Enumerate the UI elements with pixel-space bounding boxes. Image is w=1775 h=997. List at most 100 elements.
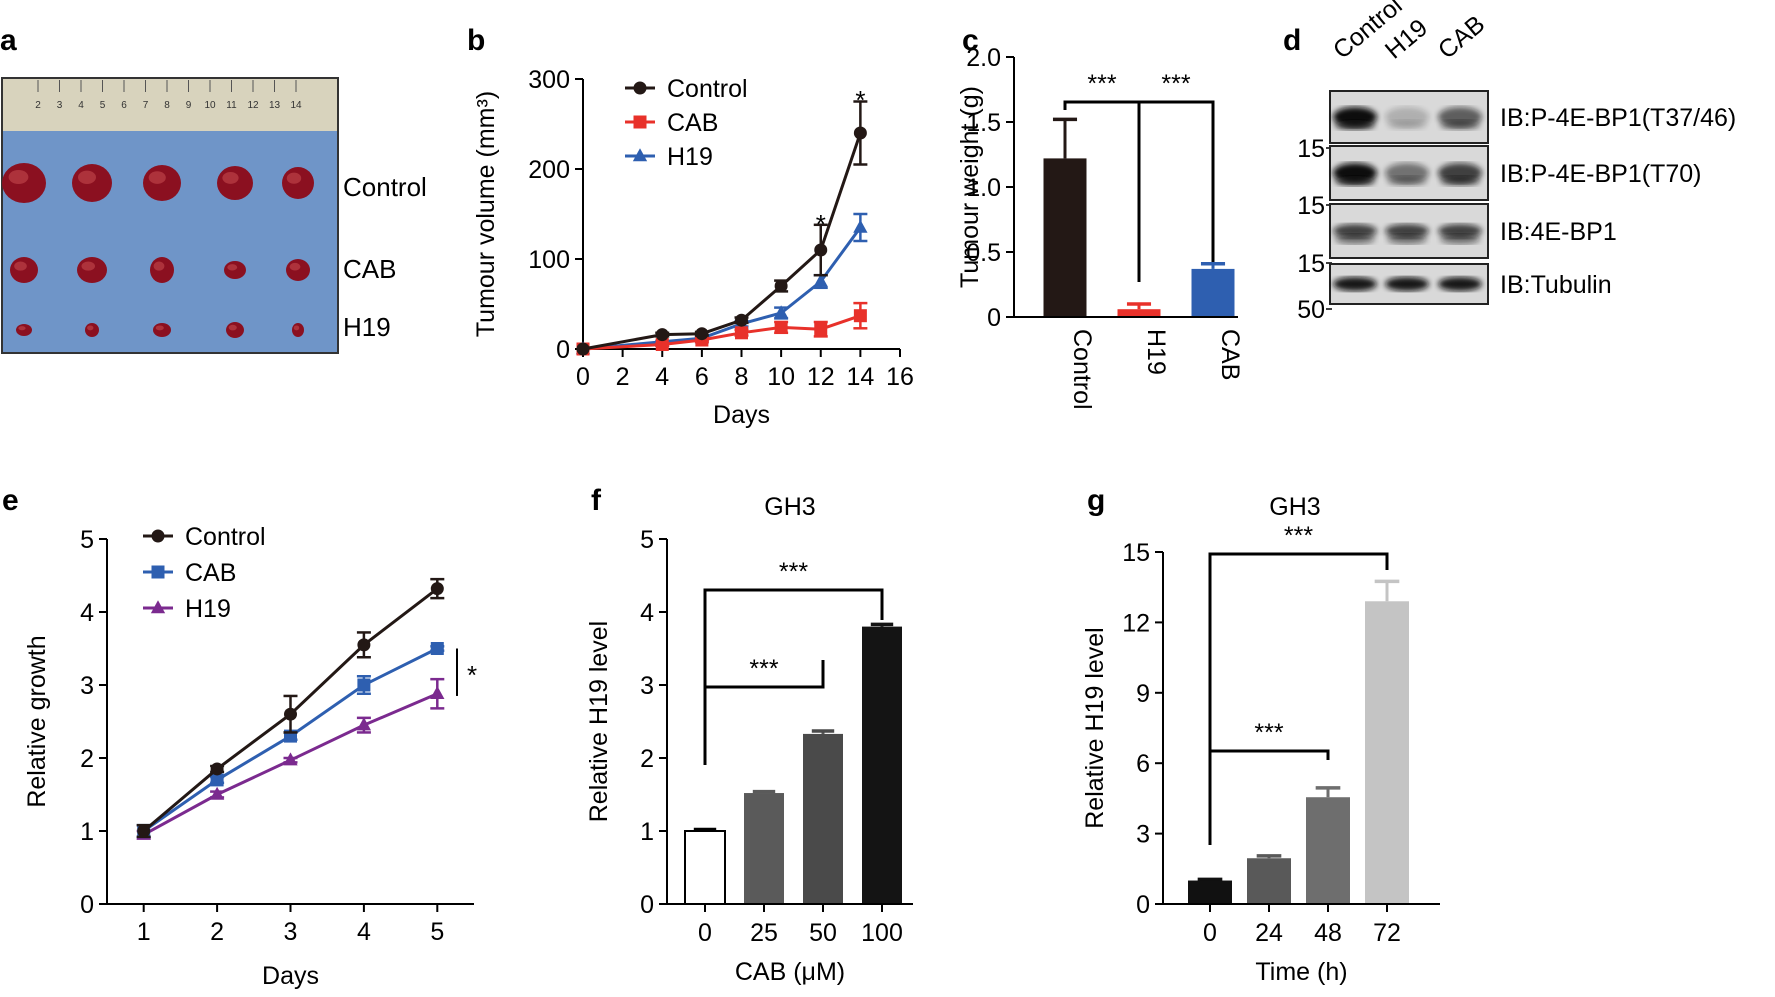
tumour-highlight xyxy=(222,171,239,184)
x-tick-label: 1 xyxy=(137,918,151,946)
series-cab xyxy=(576,301,868,356)
blot-band xyxy=(1385,277,1429,291)
bar-group xyxy=(803,729,843,904)
y-tick-label: 300 xyxy=(528,66,570,94)
tumour-highlight xyxy=(78,170,96,184)
tumour xyxy=(2,163,46,203)
tumour xyxy=(10,257,38,283)
legend: Control CAB H19 xyxy=(143,523,266,623)
tumour xyxy=(153,323,171,337)
y-axis-label: Tumour volume (mm³) xyxy=(472,91,500,337)
y-tick-label: 2 xyxy=(640,745,654,773)
y-tick-label: 0 xyxy=(987,304,1001,332)
legend-marker xyxy=(633,115,647,129)
data-point xyxy=(773,305,789,319)
y-tick-label: 2.0 xyxy=(966,44,1001,72)
tumour-highlight xyxy=(14,261,27,271)
panel-c: c 0 0.5 1.0 1.5 2.0 Tumour weight (g) Control H1… xyxy=(956,24,1244,410)
data-point xyxy=(137,824,151,838)
data-point xyxy=(853,126,867,140)
ruler-mark-label: 4 xyxy=(78,100,84,111)
ruler xyxy=(3,79,337,131)
tumour-highlight xyxy=(18,326,26,331)
blot-band-lower xyxy=(1387,234,1427,244)
ruler-mark-label: 9 xyxy=(186,100,192,111)
panel-letter-d: d xyxy=(1283,24,1301,57)
data-point xyxy=(357,638,371,652)
bar-group xyxy=(1043,117,1087,317)
legend-label: Control xyxy=(185,523,266,551)
y-tick-label: 3 xyxy=(80,672,94,700)
y-tick-label: 0 xyxy=(640,891,654,919)
blot-band-lower xyxy=(1387,176,1427,186)
tumour xyxy=(85,323,99,337)
panel-letter-a: a xyxy=(0,24,17,57)
significance-star: * xyxy=(816,209,826,239)
blot-label: IB:P-4E-BP1(T37/46) xyxy=(1500,104,1736,132)
data-point xyxy=(576,342,590,356)
x-tick-label: 8 xyxy=(735,363,749,391)
tumour xyxy=(226,322,244,338)
x-tick-label: 24 xyxy=(1255,919,1283,947)
data-point xyxy=(655,338,669,351)
tumours xyxy=(2,163,314,338)
x-tick-label: 100 xyxy=(861,919,903,947)
legend-marker xyxy=(632,148,648,162)
data-point xyxy=(814,243,828,257)
y-tick-label: 1.0 xyxy=(966,174,1001,202)
x-tick-label: 25 xyxy=(750,919,778,947)
legend-label: H19 xyxy=(667,143,713,171)
legend: Control CAB H19 xyxy=(625,75,748,171)
blot-band-lower xyxy=(1387,120,1427,130)
x-tick-label: 2 xyxy=(210,918,224,946)
blot-band xyxy=(1385,224,1429,238)
x-axis-label: CAB (μM) xyxy=(735,958,845,986)
tumour xyxy=(217,166,253,200)
y-tick-label: 200 xyxy=(528,156,570,184)
blot-marker: 15 xyxy=(1297,250,1325,278)
data-point xyxy=(813,273,828,287)
data-point xyxy=(430,642,444,655)
panel-letter-b: b xyxy=(467,24,485,57)
y-tick-label: 9 xyxy=(1136,680,1150,708)
data-point xyxy=(655,328,669,342)
x-tick-label: 16 xyxy=(886,363,914,391)
bar-group xyxy=(1365,579,1409,904)
chart-title: GH3 xyxy=(764,493,815,521)
x-tick-label: 6 xyxy=(695,363,709,391)
x-tick-label: 0 xyxy=(698,919,712,947)
data-point xyxy=(735,313,748,327)
blot-band-lower xyxy=(1335,120,1375,130)
ruler-marks: 2 3 4 5 6 7 8 9 10 11 12 13 14 xyxy=(35,80,302,111)
data-point xyxy=(356,717,372,731)
bar-72 xyxy=(1365,601,1409,904)
blot-band-lower xyxy=(1335,234,1375,244)
x-tick-label: 10 xyxy=(767,363,795,391)
y-axis-label: Relative H19 level xyxy=(1081,627,1109,829)
tumour xyxy=(224,261,246,279)
bar-50 xyxy=(803,733,843,904)
blots: IB:P-4E-BP1(T37/46) 15 IB:P-4E-BP1(T70) 15 I… xyxy=(1297,90,1736,324)
blot-label: IB:Tubulin xyxy=(1500,271,1612,299)
blot-label: IB:P-4E-BP1(T70) xyxy=(1500,160,1701,188)
blot-band xyxy=(1333,277,1377,291)
legend-marker xyxy=(151,565,165,579)
legend-marker xyxy=(151,529,165,543)
y-tick-label: 0 xyxy=(556,336,570,364)
significance-bracket: *** xyxy=(703,558,884,765)
tumour xyxy=(292,323,304,337)
y-tick-label: 15 xyxy=(1122,539,1150,567)
x-tick-label: 3 xyxy=(284,918,298,946)
bar-group xyxy=(744,789,784,904)
data-point xyxy=(430,685,445,699)
y-tick-label: 6 xyxy=(1136,750,1150,778)
y-tick-label: 4 xyxy=(640,599,654,627)
significance-bracket: *** xyxy=(1137,70,1215,282)
chart-title: GH3 xyxy=(1269,493,1320,521)
legend-label: CAB xyxy=(667,109,718,137)
blot-band xyxy=(1438,277,1482,291)
blot-band-lower xyxy=(1440,176,1480,186)
y-tick-label: 3 xyxy=(1136,821,1150,849)
panel-letter-f: f xyxy=(591,484,602,517)
x-tick-label: 14 xyxy=(846,363,874,391)
